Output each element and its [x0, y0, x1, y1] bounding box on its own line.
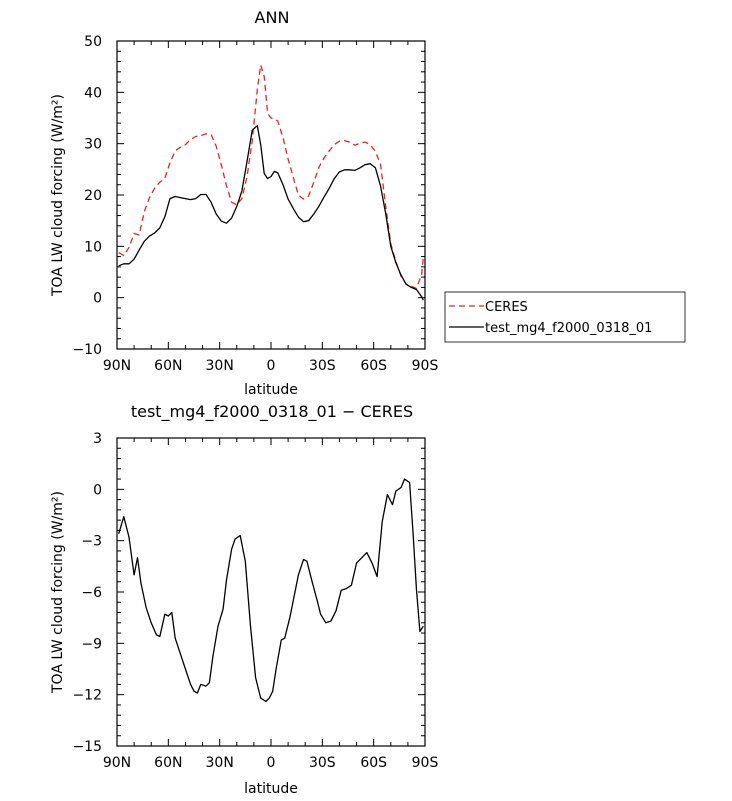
y-tick-label: 30	[84, 137, 102, 153]
y-tick-label: 10	[84, 239, 102, 255]
y-tick-label: 20	[84, 188, 102, 204]
y-tick-label: 40	[84, 85, 102, 101]
legend-label-ceres: CERES	[485, 300, 528, 315]
panel-difference: test_mg4_f2000_0318_01 − CERES 90N 60N 30N…	[50, 402, 438, 797]
y-tick-label: 0	[93, 291, 102, 307]
series-lines	[118, 64, 424, 301]
x-axis-label: latitude	[244, 781, 298, 797]
x-tick-label: 60S	[360, 755, 387, 771]
x-tick-label: 30N	[206, 755, 234, 771]
y-tick-label: −3	[81, 534, 102, 550]
x-tick-label: 60N	[154, 358, 182, 374]
plot-frame	[116, 437, 426, 747]
series-line-ceres	[118, 64, 424, 290]
chart-title: ANN	[255, 8, 290, 27]
y-tick-label: −9	[81, 636, 102, 652]
series-lines	[118, 478, 424, 703]
x-tick-label: 30N	[206, 358, 234, 374]
legend-box	[444, 291, 686, 343]
x-tick-label: 90N	[103, 358, 131, 374]
x-tick-label: 60S	[360, 358, 387, 374]
x-tick-label: 0	[267, 755, 276, 771]
y-axis-label: TOA LW cloud forcing (W/m²)	[50, 491, 66, 694]
x-tick-label: 30S	[309, 755, 336, 771]
x-tick-label: 30S	[309, 358, 336, 374]
y-axis-label: TOA LW cloud forcing (W/m²)	[50, 94, 66, 297]
x-tick-label: 90S	[412, 358, 439, 374]
legend: CERES test_mg4_f2000_0318_01	[444, 291, 686, 343]
x-tick-label: 60N	[154, 755, 182, 771]
x-tick-label: 90N	[103, 755, 131, 771]
legend-label-model: test_mg4_f2000_0318_01	[485, 321, 652, 336]
plot-frame	[116, 40, 426, 350]
x-axis-label: latitude	[244, 382, 298, 398]
series-line-difference	[118, 478, 424, 703]
series-line-test-mg4-f2000-0318-01	[118, 125, 424, 301]
y-tick-label: −10	[72, 342, 102, 358]
y-tick-label: −15	[72, 739, 102, 755]
x-tick-label: 90S	[412, 755, 439, 771]
x-tick-label: 0	[267, 358, 276, 374]
axes: 90N 60N 30N 0 30S 60S 90S −10 0 10 20 30 40 50	[72, 34, 438, 374]
panel-annual-mean: ANN 90N 60N 30N 0 30S 60S 90S −10 0 10 20 30 40 50 la…	[50, 8, 686, 398]
y-tick-label: 50	[84, 34, 102, 50]
y-tick-label: 3	[93, 431, 102, 447]
y-tick-label: 0	[93, 482, 102, 498]
y-tick-label: −6	[81, 585, 102, 601]
y-tick-label: −12	[72, 688, 102, 704]
chart-title: test_mg4_f2000_0318_01 − CERES	[131, 402, 413, 422]
axes: 90N 60N 30N 0 30S 60S 90S −15 −12 −9 −6 −3 0 3	[72, 431, 438, 771]
